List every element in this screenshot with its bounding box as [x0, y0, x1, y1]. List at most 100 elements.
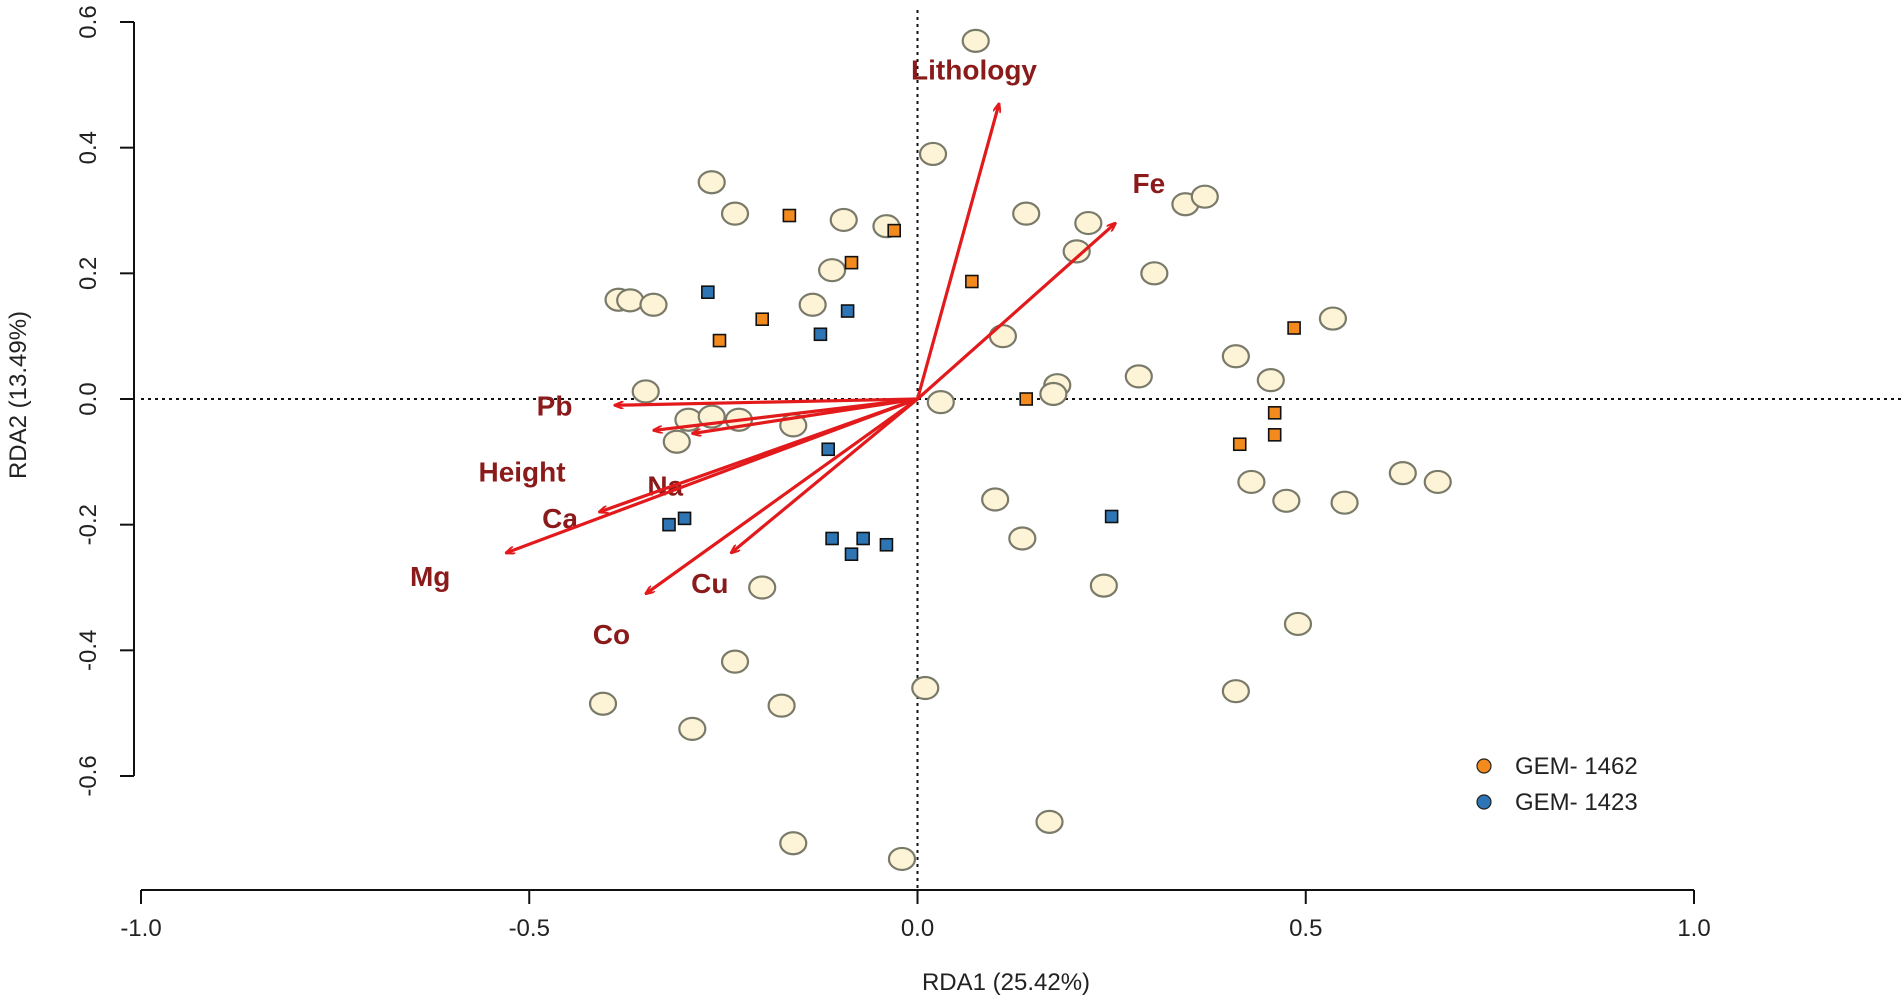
legend-marker [1476, 794, 1492, 810]
site-point [1256, 368, 1285, 393]
site-point [1089, 573, 1118, 598]
site-point [1008, 526, 1037, 551]
site-point [1124, 364, 1153, 389]
gem-1462-point [755, 312, 770, 327]
site-point [1012, 201, 1041, 226]
site-point [779, 831, 808, 856]
gem-1462-point [1267, 428, 1282, 442]
gem-1423-point [821, 442, 836, 457]
arrow-fe [916, 223, 1116, 401]
site-point [981, 487, 1010, 512]
gem-1462-point [1287, 321, 1301, 335]
site-point [961, 28, 990, 53]
gem-1423-point [701, 285, 715, 299]
gem-1423-point [879, 537, 894, 552]
gem-1423-point [825, 531, 839, 546]
site-point [817, 258, 847, 283]
gem-1423-point [813, 327, 828, 342]
arrow-na [692, 397, 918, 434]
site-point [1140, 261, 1169, 286]
site-point [1039, 381, 1068, 407]
arrow-label-lithology: Lithology [911, 55, 1037, 86]
arrow-lithology [915, 104, 1000, 400]
x-tick-label: -0.5 [509, 915, 550, 942]
legend-label: GEM- 1462 [1515, 753, 1638, 780]
site-point [631, 379, 660, 404]
site-point [1221, 679, 1250, 704]
site-point [767, 693, 796, 718]
site-point [926, 390, 955, 415]
site-point [639, 292, 668, 317]
arrow-label-pb: Pb [537, 390, 573, 421]
x-axis: -1.0 -0.5 0.0 0.5 1.0 [120, 889, 1711, 942]
gem-1423-point [1104, 509, 1119, 524]
site-point [911, 675, 940, 701]
y-axis-label: RDA2 (13.49%) [5, 311, 32, 479]
y-tick-label: 0.4 [75, 131, 102, 164]
site-point [720, 201, 750, 226]
gem-1462-point [712, 333, 727, 348]
arrow-label-mg: Mg [410, 561, 450, 592]
x-axis-label: RDA1 (25.42%) [922, 969, 1090, 996]
site-point [720, 649, 750, 674]
legend: GEM- 1462 GEM- 1423 [1476, 753, 1638, 816]
site-point [1074, 210, 1103, 236]
gem-1423-point [662, 517, 676, 532]
site-point [1283, 611, 1313, 637]
site-point [662, 429, 691, 454]
gem-1462-point [782, 208, 797, 223]
site-point [1190, 184, 1219, 209]
site-point [798, 292, 827, 317]
x-tick-label: -1.0 [120, 915, 161, 942]
arrow-pb [615, 397, 918, 405]
gem-1462-point [1267, 406, 1282, 420]
gem-1423-point [844, 547, 859, 561]
y-tick-label: 0.6 [75, 5, 102, 38]
site-point [1035, 809, 1064, 834]
gem-1462-point [1019, 392, 1034, 406]
site-point [918, 141, 948, 167]
site-point [887, 846, 917, 872]
y-tick-label: 0.0 [75, 382, 102, 415]
legend-marker [1476, 758, 1492, 774]
legend-label: GEM- 1423 [1515, 789, 1638, 816]
site-point [988, 324, 1018, 349]
gem-1462-point [1232, 437, 1247, 452]
reference-lines [141, 10, 1902, 897]
site-point [1330, 490, 1359, 515]
y-tick-label: -0.4 [75, 630, 102, 671]
site-point [697, 170, 726, 195]
arrow-label-height: Height [478, 456, 565, 487]
arrow-mg [506, 397, 919, 553]
x-tick-label: 0.5 [1289, 915, 1322, 942]
site-point [678, 716, 707, 741]
series-points [662, 208, 1301, 561]
site-points [588, 28, 1452, 872]
y-tick-label: -0.2 [75, 504, 102, 545]
arrow-cu [731, 397, 919, 553]
arrow-co [646, 397, 919, 594]
gem-1462-point [844, 255, 859, 270]
gem-1423-point [677, 511, 692, 526]
x-tick-label: 0.0 [901, 915, 934, 942]
site-point [748, 575, 777, 600]
y-axis: -0.6 -0.4 -0.2 0.0 0.2 0.4 0.6 [75, 5, 135, 797]
y-tick-label: 0.2 [75, 257, 102, 290]
site-point [829, 207, 858, 233]
site-point [1062, 239, 1091, 264]
site-point [1318, 306, 1348, 331]
gem-1462-point [887, 223, 902, 238]
site-point [616, 288, 645, 313]
site-point [1388, 461, 1417, 486]
site-point [1237, 469, 1266, 495]
x-tick-label: 1.0 [1677, 915, 1710, 942]
arrow-label-co: Co [593, 619, 630, 650]
gem-1423-point [840, 304, 855, 318]
arrow-label-fe: Fe [1133, 168, 1166, 199]
site-point [1272, 488, 1301, 513]
y-tick-label: -0.6 [75, 755, 102, 796]
arrow-label-cu: Cu [691, 568, 728, 599]
site-point [1221, 344, 1250, 369]
